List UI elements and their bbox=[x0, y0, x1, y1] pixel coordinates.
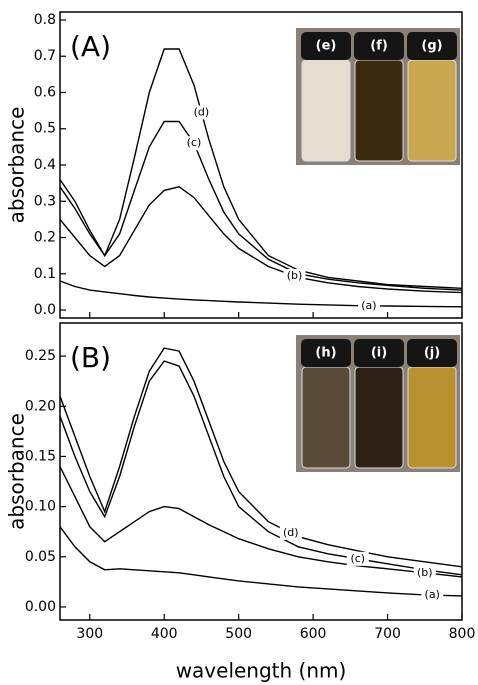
curve-label-bg bbox=[279, 525, 302, 540]
vial-cap bbox=[354, 32, 404, 60]
x-tick-label: 600 bbox=[300, 626, 327, 642]
curve-label: (b) bbox=[417, 566, 433, 579]
y-tick-label: 0.3 bbox=[34, 193, 56, 209]
curve-label: (a) bbox=[361, 299, 376, 312]
y-tick-label: 0.10 bbox=[25, 499, 56, 515]
y-tick-label: 0.6 bbox=[34, 84, 56, 100]
y-tick-label: 0.25 bbox=[25, 348, 56, 364]
y-tick-label: 0.8 bbox=[34, 12, 56, 28]
vial-body bbox=[407, 366, 457, 469]
y-tick-label: 0.5 bbox=[34, 121, 56, 137]
curve-label: (a) bbox=[425, 588, 440, 601]
x-tick-label: 400 bbox=[151, 626, 178, 642]
x-tick-label: 500 bbox=[225, 626, 252, 642]
panel-label: (B) bbox=[70, 341, 111, 374]
curve-label: (b) bbox=[287, 269, 303, 282]
vial-body bbox=[301, 59, 351, 162]
curve-label-bg bbox=[183, 136, 205, 151]
spectrum-line bbox=[59, 466, 463, 578]
spectrum-line bbox=[59, 280, 463, 308]
x-axis-label: wavelength (nm) bbox=[176, 659, 347, 683]
y-axis-label: absorbance bbox=[5, 413, 29, 530]
vial-body bbox=[354, 59, 404, 162]
vial-cap bbox=[407, 339, 457, 367]
inset-label: (e) bbox=[316, 39, 337, 54]
y-tick-label: 0.2 bbox=[34, 230, 56, 246]
inset-label: (i) bbox=[371, 346, 387, 361]
y-tick-label: 0.15 bbox=[25, 448, 56, 464]
vial-body bbox=[354, 366, 404, 469]
panel-label: (A) bbox=[70, 30, 111, 63]
plot-frame bbox=[59, 11, 463, 319]
spectrum-line bbox=[59, 120, 463, 291]
vial-body bbox=[407, 59, 457, 162]
vial-cap bbox=[354, 339, 404, 367]
y-tick-label: 0.7 bbox=[34, 48, 56, 64]
y-tick-label: 0.20 bbox=[25, 398, 56, 414]
curve-label-bg bbox=[421, 588, 444, 603]
curve-label: (d) bbox=[194, 105, 210, 118]
curve-label: (d) bbox=[283, 526, 299, 539]
inset-label: (f) bbox=[370, 39, 388, 54]
spectrum-line bbox=[59, 526, 463, 597]
inset-label: (h) bbox=[315, 346, 336, 361]
curve-label-bg bbox=[346, 551, 369, 566]
vial-body bbox=[301, 366, 351, 469]
vial-cap bbox=[301, 339, 351, 367]
curve-label: (c) bbox=[350, 552, 365, 565]
inset-label: (g) bbox=[421, 39, 442, 54]
spectrum-line bbox=[59, 347, 463, 568]
y-tick-label: 0.1 bbox=[34, 266, 56, 282]
vial-cap bbox=[407, 32, 457, 60]
x-tick-label: 800 bbox=[449, 626, 476, 642]
vial-cap bbox=[301, 32, 351, 60]
inset-label: (j) bbox=[424, 346, 440, 361]
y-tick-label: 0.4 bbox=[34, 157, 56, 173]
x-tick-label: 700 bbox=[374, 626, 401, 642]
plot-frame bbox=[59, 322, 463, 621]
curve-label-bg bbox=[413, 565, 436, 580]
y-tick-label: 0.00 bbox=[25, 599, 56, 615]
x-tick-label: 300 bbox=[76, 626, 103, 642]
spectrum-line bbox=[59, 186, 463, 294]
y-axis-label: absorbance bbox=[5, 107, 29, 224]
curve-label-bg bbox=[190, 105, 213, 120]
curve-label-bg bbox=[283, 269, 306, 284]
y-tick-label: 0.05 bbox=[25, 549, 56, 565]
curve-label: (c) bbox=[187, 136, 202, 149]
curve-label-bg bbox=[357, 298, 380, 313]
y-tick-label: 0.0 bbox=[34, 302, 56, 318]
